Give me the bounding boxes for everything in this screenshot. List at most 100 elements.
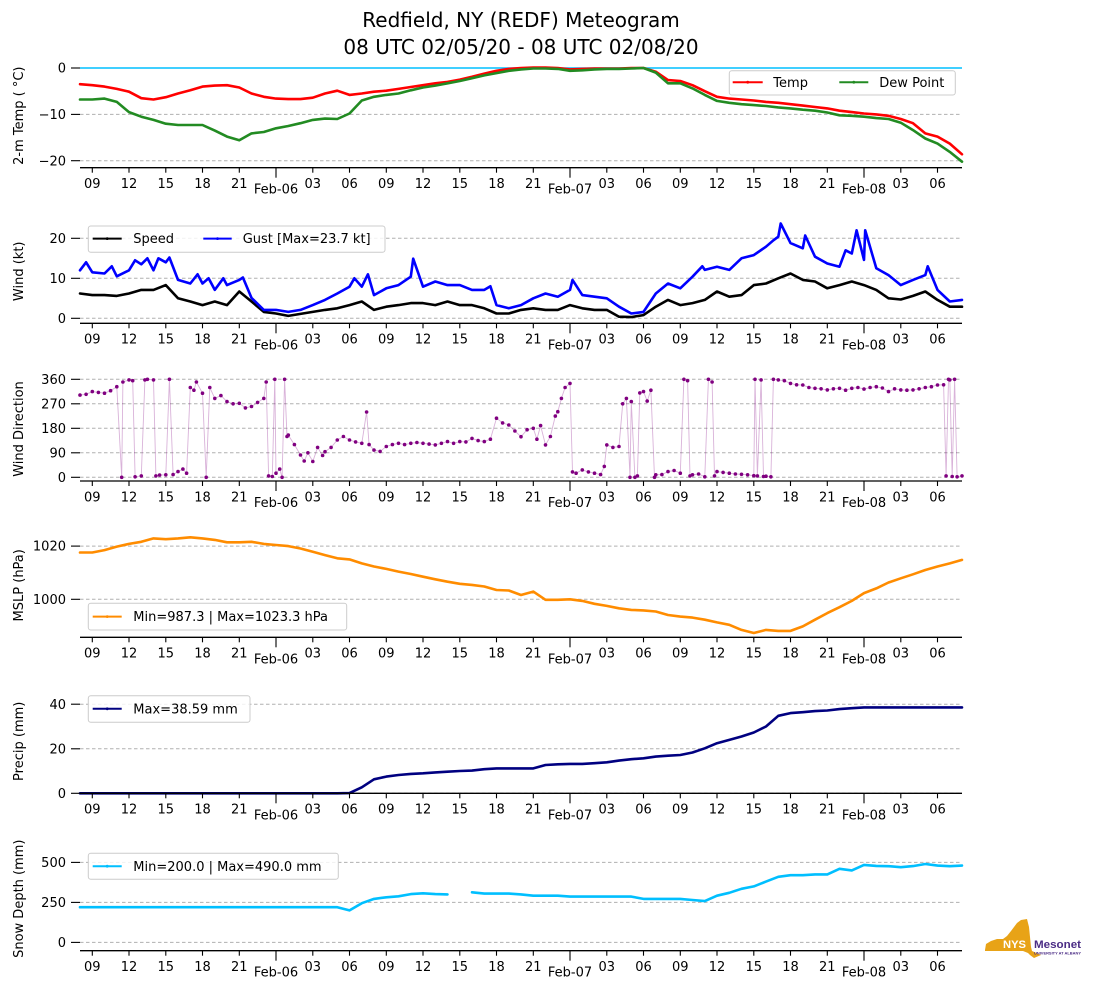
x-tick-label: 03 — [599, 333, 616, 348]
x-tick-label: 21 — [231, 333, 248, 348]
x-tick-label: 03 — [893, 803, 910, 818]
x-tick-label: 09 — [672, 960, 689, 975]
x-tick-label: 03 — [305, 490, 322, 505]
wind-direction-point — [335, 438, 340, 442]
wind-direction-point — [439, 441, 444, 446]
y-tick-label: 0 — [58, 471, 66, 486]
wind-direction-point — [739, 472, 744, 477]
wind-direction-point — [696, 472, 701, 476]
x-tick-label: 18 — [488, 490, 505, 505]
wind-direction-point — [367, 442, 371, 447]
x-tick-label: 21 — [525, 803, 542, 818]
wind-direction-point — [553, 414, 558, 418]
x-tick-label: 03 — [305, 803, 322, 818]
wind-direction-point — [396, 441, 401, 446]
wind-direction-point — [944, 474, 948, 478]
x-tick-label: 21 — [231, 490, 248, 505]
wind-direction-point — [488, 437, 493, 442]
wind-direction-point — [208, 385, 212, 390]
x-tick-label: 09 — [84, 333, 101, 348]
wind-direction-point — [712, 474, 717, 478]
wind-direction-point — [570, 470, 575, 474]
x-tick-label: 09 — [672, 647, 689, 662]
x-tick-label: 18 — [194, 333, 211, 348]
x-tick-label: 06 — [341, 177, 358, 192]
logo-mesonet-text: Mesonet — [1034, 939, 1081, 951]
wind-direction-point — [563, 385, 567, 390]
wind-direction-point — [886, 389, 891, 394]
chart-title: Redfield, NY (REDF) Meteogram — [362, 8, 679, 32]
wind-direction-point — [306, 451, 310, 455]
y-tick-label: 1000 — [33, 593, 66, 608]
wind-direction-point — [782, 378, 787, 383]
wind-direction-point — [960, 474, 964, 478]
chart-subtitle-time-range: 08 UTC 02/05/20 - 08 UTC 02/08/20 — [343, 35, 698, 59]
wind-direction-point — [715, 469, 719, 474]
wind-direction-point — [402, 442, 407, 447]
wind-direction-point — [390, 442, 395, 447]
logo-university-text: UNIVERSITY AT ALBANY — [1034, 952, 1082, 956]
snow-depth-panel: 0 250 500 09 12 15 18 21 03 06 09 12 15 18 21 03 06 09 12 1… — [12, 839, 964, 981]
wind-direction-point — [78, 393, 82, 397]
x-tick-label: 09 — [84, 177, 101, 192]
y-axis-label: Wind (kt) — [12, 242, 27, 302]
x-tick-label: 18 — [194, 647, 211, 662]
x-tick-label: 21 — [231, 960, 248, 975]
x-tick-label: 06 — [341, 490, 358, 505]
wind-direction-point — [464, 440, 468, 444]
x-tick-label: 21 — [819, 960, 836, 975]
wind-direction-point — [531, 426, 536, 431]
x-tick-label: 06 — [929, 647, 946, 662]
x-date-label: Feb-07 — [548, 966, 592, 981]
x-tick-label: 06 — [635, 177, 652, 192]
x-date-label: Feb-07 — [548, 338, 592, 353]
x-tick-label: 12 — [709, 333, 726, 348]
x-tick-label: 03 — [599, 647, 616, 662]
wind-direction-point — [635, 474, 640, 478]
legend-label: Temp — [772, 76, 808, 91]
wind-direction-point — [856, 385, 860, 390]
wind-direction-point — [733, 472, 738, 476]
y-tick-label: 0 — [58, 62, 66, 77]
x-tick-label: 12 — [709, 960, 726, 975]
wind-direction-point — [602, 464, 607, 469]
x-tick-label: 12 — [709, 177, 726, 192]
wind-direction-point — [624, 396, 629, 401]
y-tick-label: 0 — [58, 936, 66, 951]
y-tick-label: 10 — [49, 272, 66, 287]
x-tick-label: 15 — [158, 490, 175, 505]
wind-direction-point — [500, 421, 505, 425]
wind-direction-point — [611, 445, 615, 450]
x-tick-label: 15 — [452, 490, 469, 505]
wind-direction-point — [682, 377, 686, 382]
wind-direction-point — [568, 381, 572, 386]
y-tick-label: 250 — [41, 896, 66, 911]
wind-direction-point — [494, 416, 499, 421]
wind-direction-point — [372, 448, 376, 452]
x-tick-label: 06 — [929, 803, 946, 818]
x-tick-label: 21 — [231, 177, 248, 192]
wind-direction-point — [899, 388, 903, 392]
wind-direction-point — [911, 388, 915, 392]
wind-direction-point — [868, 385, 872, 390]
wind-direction-point — [255, 400, 260, 405]
legend-marker — [746, 80, 750, 84]
wind-direction-point — [360, 441, 364, 446]
wind-direction-point — [277, 467, 282, 471]
x-date-label: Feb-07 — [548, 496, 592, 511]
x-tick-label: 12 — [709, 490, 726, 505]
wind-direction-point — [745, 473, 750, 477]
wind-direction-point — [628, 475, 632, 480]
x-tick-label: 09 — [672, 177, 689, 192]
wind-direction-point — [151, 378, 156, 382]
x-tick-label: 15 — [452, 647, 469, 662]
legend-label: Dew Point — [879, 76, 944, 91]
x-tick-label: 06 — [929, 490, 946, 505]
wind-direction-point — [139, 474, 144, 478]
wind-direction-point — [880, 386, 885, 390]
wind-direction-point — [507, 423, 511, 427]
x-tick-label: 18 — [488, 647, 505, 662]
x-tick-label: 09 — [672, 490, 689, 505]
wind-direction-point — [225, 399, 229, 404]
wind-direction-point — [204, 475, 208, 480]
